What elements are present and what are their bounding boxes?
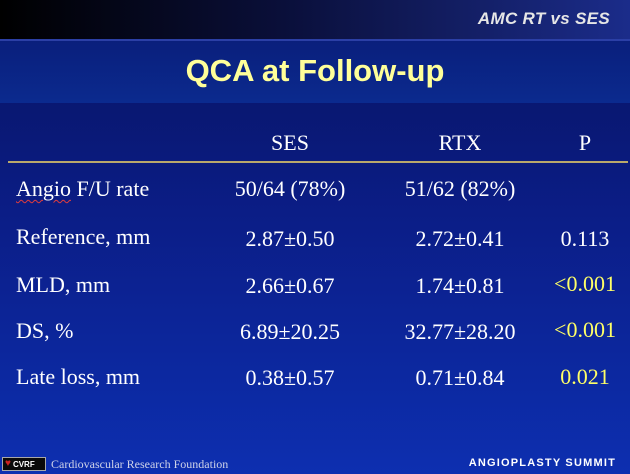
column-header-ses: SES (271, 130, 309, 155)
cell-p-late-loss: 0.021 (560, 364, 610, 389)
column-header-rtx: RTX (438, 130, 482, 155)
row-label-late-loss: Late loss, mm (16, 364, 141, 389)
cvrf-logo: ♥ CVRF (2, 457, 46, 471)
header-rule (8, 161, 628, 163)
study-tag: AMC RT vs SES (477, 9, 610, 28)
cell-ses-angio: 50/64 (78%) (234, 176, 346, 201)
row-label-mld: MLD, mm (16, 272, 111, 297)
cell-p-ds: <0.001 (554, 317, 616, 342)
cell-rtx-late-loss: 0.71±0.84 (415, 365, 505, 390)
cell-rtx-mld: 1.74±0.81 (415, 273, 505, 298)
row-label-ds: DS, % (16, 318, 74, 343)
row-label-angio-word: Angio (16, 176, 71, 201)
cell-ses-mld: 2.66±0.67 (245, 273, 335, 298)
cell-ses-reference: 2.87±0.50 (245, 226, 335, 251)
cell-rtx-reference: 2.72±0.41 (415, 226, 505, 251)
title-band (0, 41, 630, 103)
cvrf-logo-text: CVRF (12, 459, 35, 469)
cell-rtx-angio: 51/62 (82%) (404, 176, 516, 201)
column-header-p: P (578, 130, 592, 155)
top-band (0, 0, 630, 40)
cell-ses-late-loss: 0.38±0.57 (245, 365, 335, 390)
cell-ses-ds: 6.89±20.25 (239, 319, 341, 344)
cell-rtx-ds: 32.77±28.20 (404, 319, 516, 344)
row-label-reference: Reference, mm (16, 224, 151, 249)
foundation-name: Cardiovascular Research Foundation (51, 456, 229, 471)
heart-icon: ♥ (5, 458, 11, 469)
event-name: ANGIOPLASTY SUMMIT (468, 457, 616, 469)
cell-p-reference: 0.113 (560, 226, 610, 251)
slide-title: QCA at Follow-up (185, 53, 445, 88)
row-label-angio-fu-rate: Angio F/U rate (16, 176, 150, 201)
top-divider (0, 39, 630, 41)
cell-p-mld: <0.001 (554, 271, 616, 296)
footer-left: ♥ CVRF Cardiovascular Research Foundatio… (2, 456, 228, 472)
